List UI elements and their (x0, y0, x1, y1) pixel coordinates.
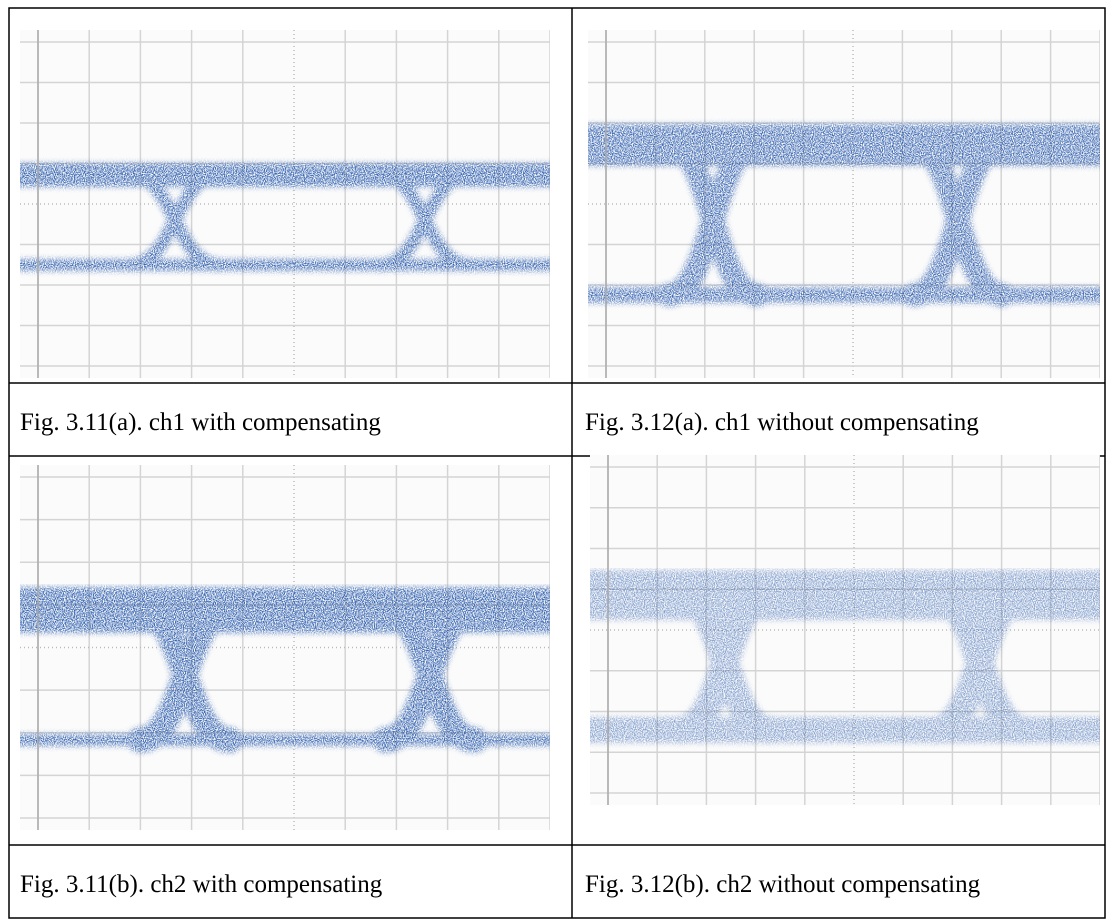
eye-diagram (20, 30, 550, 378)
signal-traces (588, 124, 1100, 307)
signal-traces (20, 163, 550, 272)
eye-diagrams (20, 30, 1100, 830)
caption: Fig. 3.12(b). ch2 without compensating (585, 871, 981, 898)
eye-diagram (20, 465, 550, 830)
panel-body (20, 30, 550, 378)
caption: Fig. 3.11(b). ch2 with compensating (20, 871, 383, 898)
table-frame (8, 7, 1106, 919)
transition-trace (373, 168, 550, 272)
panel-body (590, 455, 1100, 805)
transition-trace (375, 170, 550, 270)
signal-traces (590, 570, 1100, 744)
eye-diagram (588, 30, 1100, 378)
panel-body (20, 465, 550, 830)
transition-trace (908, 140, 1100, 300)
transition-trace (901, 133, 1100, 307)
transition-trace (921, 581, 1100, 744)
caption: Fig. 3.11(a). ch1 with compensating (20, 409, 381, 436)
transition-trace (372, 597, 550, 753)
signal-traces (20, 587, 550, 753)
panel-body (588, 30, 1100, 378)
eye-diagram (590, 455, 1100, 805)
transition-trace (927, 587, 1100, 738)
transition-trace (380, 605, 550, 745)
caption: Fig. 3.12(a). ch1 without compensating (585, 409, 979, 436)
